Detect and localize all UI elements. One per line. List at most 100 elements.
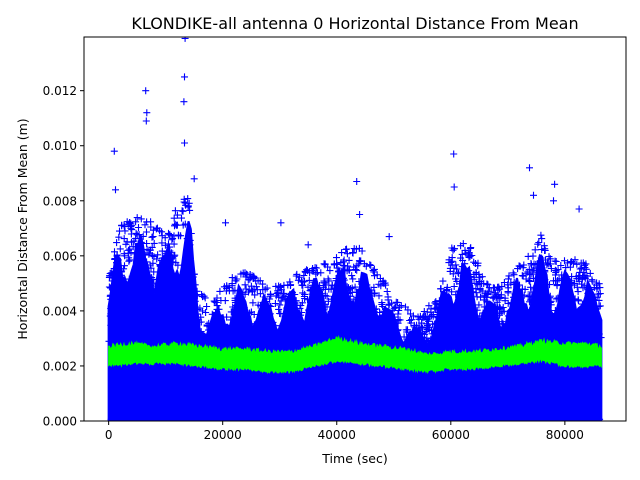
data-point xyxy=(263,284,271,292)
data-point xyxy=(514,324,522,332)
data-point xyxy=(489,337,497,345)
data-point-outlier xyxy=(142,117,150,125)
data-point xyxy=(452,275,460,283)
data-point xyxy=(385,308,393,316)
data-point xyxy=(349,275,357,283)
data-point-outlier xyxy=(190,175,198,183)
data-point xyxy=(119,412,127,420)
data-point xyxy=(118,221,126,229)
data-point xyxy=(542,291,550,299)
data-point xyxy=(496,304,504,312)
data-point xyxy=(170,214,178,222)
data-point xyxy=(274,334,282,342)
data-point xyxy=(464,284,472,292)
data-point xyxy=(475,301,483,309)
data-point xyxy=(131,278,139,286)
data-point xyxy=(299,289,307,297)
data-point xyxy=(366,261,374,269)
data-point xyxy=(345,266,353,274)
data-point xyxy=(475,414,483,421)
data-point xyxy=(439,321,447,329)
data-point xyxy=(586,416,594,421)
data-point xyxy=(413,321,421,329)
data-point xyxy=(530,275,537,282)
data-point xyxy=(395,307,403,314)
data-point xyxy=(557,416,565,421)
data-point xyxy=(191,297,199,305)
data-point xyxy=(183,235,191,243)
data-point xyxy=(182,297,190,305)
data-point xyxy=(197,416,205,421)
data-point xyxy=(535,282,543,290)
data-point xyxy=(190,412,198,420)
data-point xyxy=(256,290,264,298)
data-point xyxy=(517,416,525,421)
data-point xyxy=(142,283,150,291)
data-point xyxy=(395,416,403,421)
data-point xyxy=(275,411,283,419)
data-point xyxy=(306,416,314,421)
data-point xyxy=(234,335,242,343)
data-point xyxy=(276,284,284,291)
data-point xyxy=(584,310,592,318)
data-point xyxy=(406,334,414,342)
data-point xyxy=(125,305,133,313)
data-point xyxy=(403,328,411,336)
data-point xyxy=(500,279,508,286)
data-point xyxy=(174,261,182,269)
data-point-outlier xyxy=(526,164,533,172)
data-point xyxy=(178,207,186,215)
data-point xyxy=(469,288,477,296)
data-point xyxy=(136,269,144,277)
data-point xyxy=(529,252,537,260)
data-point xyxy=(530,318,538,326)
data-point xyxy=(363,287,371,295)
data-point xyxy=(267,290,274,298)
x-tick-label: 60000 xyxy=(432,428,470,442)
data-point xyxy=(283,329,291,336)
data-point xyxy=(429,312,437,320)
data-point xyxy=(229,339,237,347)
data-point xyxy=(318,310,326,318)
data-point xyxy=(573,260,581,268)
data-point xyxy=(117,274,125,282)
data-point xyxy=(209,329,216,337)
data-point xyxy=(458,250,466,258)
data-point xyxy=(452,291,460,299)
data-point xyxy=(513,283,521,290)
x-tick-label: 0 xyxy=(105,428,113,442)
data-point xyxy=(343,250,351,258)
data-point xyxy=(253,286,261,294)
data-point xyxy=(596,302,604,310)
data-point xyxy=(489,310,497,318)
data-point xyxy=(200,412,208,420)
data-point xyxy=(185,266,192,274)
data-point xyxy=(109,318,117,326)
data-point xyxy=(149,226,157,234)
data-point xyxy=(235,327,243,335)
data-point xyxy=(558,412,566,420)
data-point xyxy=(505,327,513,335)
data-point xyxy=(572,315,580,323)
data-point xyxy=(169,234,177,242)
data-point xyxy=(524,293,532,301)
y-tick-label: 0.006 xyxy=(43,249,77,263)
data-point xyxy=(163,283,171,291)
data-point-outlier xyxy=(222,219,229,227)
data-point xyxy=(213,294,221,302)
data-point xyxy=(461,416,469,421)
y-tick-label: 0.008 xyxy=(43,194,77,208)
data-point xyxy=(240,324,248,331)
data-point xyxy=(390,324,398,332)
data-point xyxy=(186,413,194,421)
data-point xyxy=(580,306,588,314)
data-point xyxy=(232,415,240,421)
data-point xyxy=(552,267,560,275)
data-point xyxy=(251,412,259,420)
data-point xyxy=(161,272,168,280)
data-point xyxy=(470,415,478,421)
data-point xyxy=(597,334,605,342)
data-point xyxy=(531,318,539,326)
data-point xyxy=(578,264,586,272)
data-point xyxy=(377,329,385,337)
